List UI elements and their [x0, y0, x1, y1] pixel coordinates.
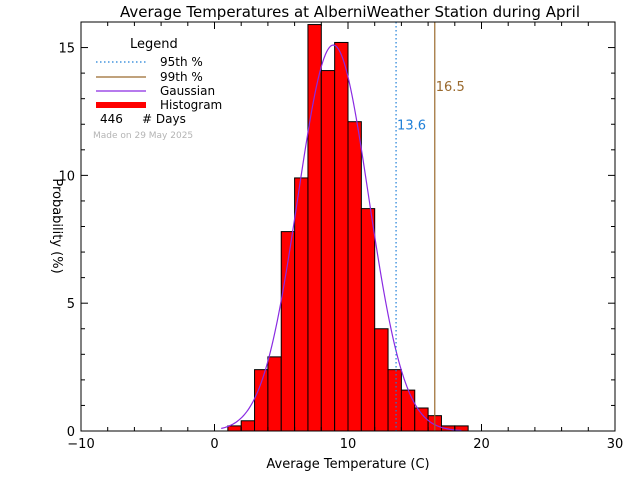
x-tick-label-0: 0 [210, 437, 218, 452]
made-on-stamp: Made on 29 May 2025 [93, 131, 193, 141]
histogram-bar-12 [387, 369, 402, 432]
histogram-bar-14 [414, 407, 429, 432]
x-tick-label-10: 10 [340, 437, 357, 452]
histogram-bar-8 [334, 41, 349, 432]
x-tick-label--10: −10 [67, 437, 94, 452]
histogram-bar-0 [227, 425, 242, 432]
y-tick-label-10: 10 [58, 169, 75, 184]
chart-title: Average Temperatures at AlberniWeather S… [120, 3, 580, 21]
histogram-bar-11 [374, 328, 389, 432]
histogram-bar-2 [254, 369, 269, 432]
x-tick-label-20: 20 [473, 437, 490, 452]
legend-days-count: 446 [100, 112, 123, 126]
legend: Legend 95th % 99th % Gaussian Histogram … [93, 37, 222, 141]
p95-label: 13.6 [397, 118, 426, 133]
y-tick-label-15: 15 [58, 42, 75, 57]
y-tick-label-0: 0 [67, 425, 75, 440]
x-axis-label: Average Temperature (C) [266, 457, 429, 472]
p99-label: 16.5 [436, 80, 465, 95]
legend-title: Legend [130, 37, 178, 52]
histogram-bar-3 [267, 356, 282, 432]
histogram-bar-5 [294, 177, 309, 432]
legend-label-99th: 99th % [160, 70, 203, 84]
plot-area: 13.6 16.5 [221, 22, 469, 432]
x-tick-label-30: 30 [607, 437, 624, 452]
histogram-bar-13 [400, 389, 416, 432]
y-axis-label: Probability (%) [49, 178, 64, 273]
legend-label-histogram: Histogram [160, 98, 222, 112]
histogram-bar-1 [240, 420, 256, 432]
histogram-bar-10 [360, 208, 376, 432]
histogram-bar-7 [320, 70, 336, 432]
legend-days-label: # Days [142, 112, 186, 126]
gaussian-curve [221, 44, 462, 432]
histogram-bar-6 [307, 24, 322, 432]
legend-label-95th: 95th % [160, 55, 203, 69]
legend-label-gaussian: Gaussian [160, 84, 215, 98]
histogram-bar-9 [347, 121, 362, 432]
y-tick-label-5: 5 [67, 297, 75, 312]
